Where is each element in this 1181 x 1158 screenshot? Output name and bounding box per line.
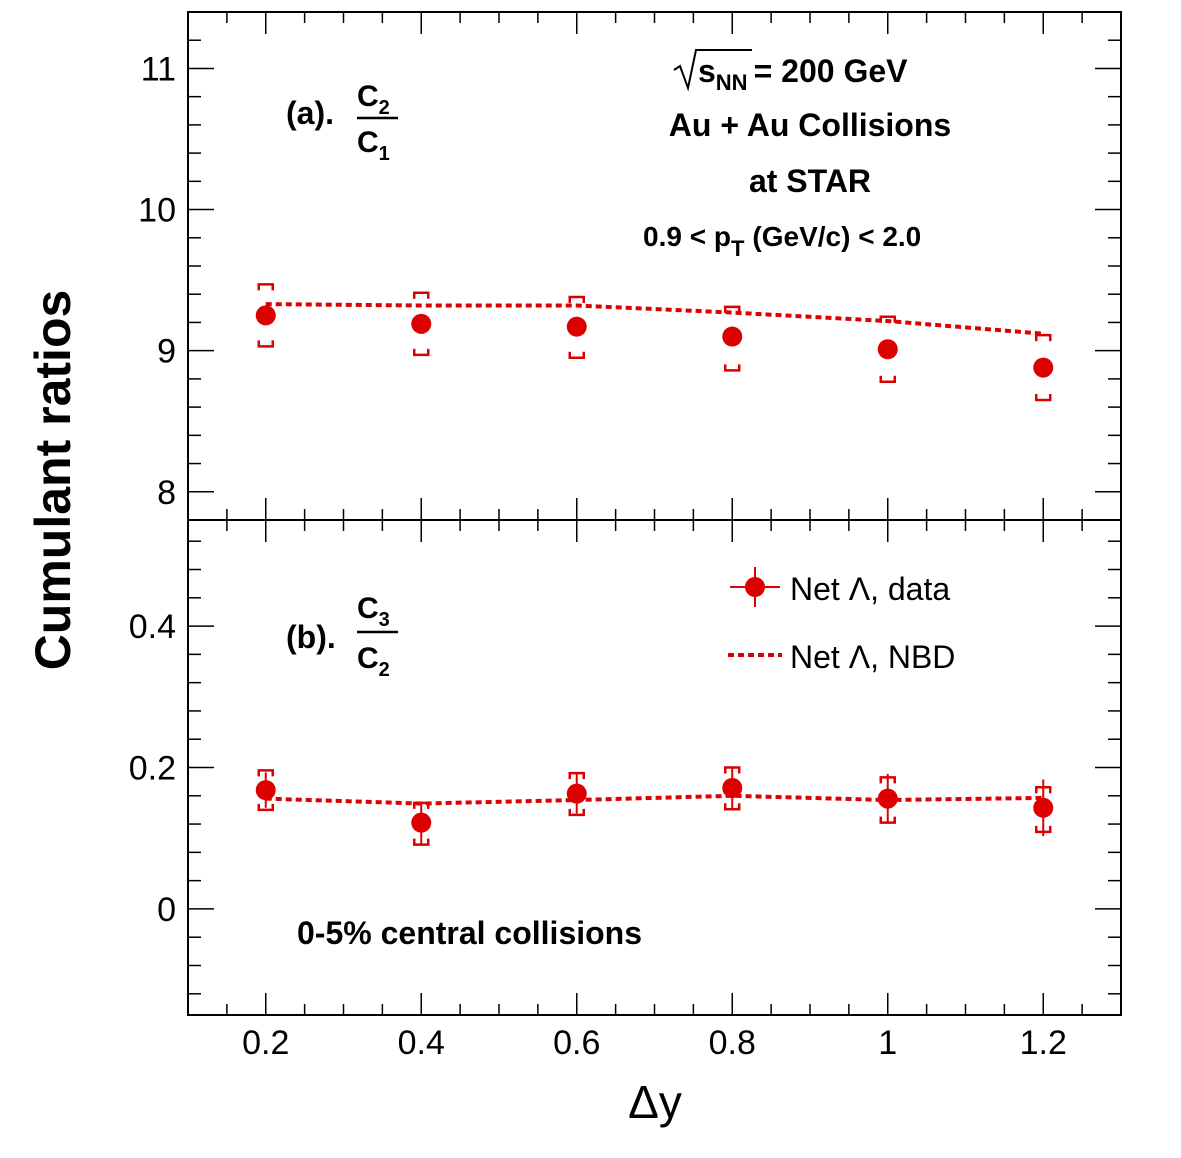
- data-point: [411, 313, 432, 334]
- y-tick-label: 0.2: [129, 750, 176, 788]
- sys-bracket-high: [1035, 333, 1052, 342]
- x-tick-label: 0.2: [242, 1024, 289, 1062]
- sys-bracket-high: [724, 305, 741, 313]
- sys-bracket-low: [1035, 394, 1052, 402]
- y-tick-label: 9: [157, 333, 176, 371]
- data-point: [877, 788, 898, 809]
- sys-bracket-low: [724, 803, 741, 811]
- x-tick-label: 1.2: [1020, 1024, 1067, 1062]
- data-point: [255, 780, 276, 801]
- panel-b-ratio-numerator: C3: [357, 592, 390, 631]
- legend-model-label: Net Λ, NBD: [790, 639, 955, 675]
- x-tick-label: 0.4: [398, 1024, 445, 1062]
- sys-bracket-high: [413, 291, 430, 299]
- sys-bracket-low: [724, 364, 741, 372]
- legend: Net Λ, data Net Λ, NBD: [728, 567, 955, 675]
- panel-a-ratio-numerator: C2: [357, 80, 390, 119]
- system-annotation: Au + Au Collisions: [669, 107, 951, 143]
- axis-ticks: [187, 11, 1122, 1015]
- sys-bracket-high: [257, 283, 274, 291]
- sys-bracket-high: [568, 295, 585, 304]
- legend-data-marker: [745, 577, 765, 597]
- y-tick-label: 0.4: [129, 608, 176, 646]
- y-tick-label: 0: [157, 891, 176, 929]
- pt-annotation: 0.9 < pT (GeV/c) < 2.0: [643, 221, 921, 261]
- x-tick-label: 0.8: [709, 1024, 756, 1062]
- sys-bracket-high: [257, 769, 274, 777]
- sys-bracket-low: [413, 838, 430, 846]
- sqrt-symbol: [673, 49, 752, 92]
- data-point: [722, 778, 743, 799]
- nbd-model-line: [265, 793, 1044, 806]
- sys-bracket-high: [724, 766, 741, 774]
- x-axis-title: Δy: [628, 1076, 682, 1128]
- y-tick-label: 10: [138, 192, 176, 230]
- x-tick-label: 1: [878, 1024, 897, 1062]
- y-tick-label: 11: [141, 50, 176, 88]
- sys-bracket-high: [413, 801, 430, 809]
- sys-bracket-low: [879, 375, 896, 383]
- data-point: [411, 812, 432, 833]
- y-tick-label: 8: [157, 474, 176, 512]
- sys-bracket-low: [879, 816, 896, 824]
- sys-bracket-low: [257, 340, 274, 348]
- panel-a-ratio-denominator: C1: [357, 126, 390, 165]
- y-axis-title: Cumulant ratios: [25, 290, 81, 671]
- tick-labels: 0.2 0.4 0.6 0.8 1 1.2 8 9 10 11 0 0.2 0.4: [129, 50, 1067, 1062]
- nbd-model-line: [265, 302, 1044, 336]
- sys-bracket-low: [413, 348, 430, 357]
- data-point: [1033, 357, 1054, 378]
- legend-data-label: Net Λ, data: [790, 571, 950, 607]
- centrality-annotation: 0-5% central collisions: [297, 915, 642, 951]
- energy-annotation: sNN = 200 GeV: [698, 53, 908, 95]
- sys-bracket-low: [568, 808, 585, 817]
- data-point: [877, 339, 898, 360]
- x-tick-label: 0.6: [553, 1024, 600, 1062]
- data-point: [566, 783, 587, 804]
- sys-bracket-low: [568, 351, 585, 359]
- sys-bracket-high: [879, 315, 896, 323]
- data-point: [1033, 797, 1054, 818]
- sys-bracket-low: [257, 803, 274, 812]
- sys-bracket-low: [1035, 825, 1052, 834]
- panel-a-label: (a).: [286, 95, 334, 131]
- panel-b-label: (b).: [286, 619, 336, 655]
- data-marks: [255, 283, 1054, 846]
- experiment-annotation: at STAR: [749, 163, 871, 199]
- sys-bracket-high: [1035, 786, 1052, 794]
- sys-bracket-high: [568, 771, 585, 780]
- data-point: [566, 316, 587, 337]
- data-point: [255, 305, 276, 326]
- data-point: [722, 326, 743, 347]
- panel-b-ratio-denominator: C2: [357, 642, 390, 681]
- sys-bracket-high: [879, 776, 896, 784]
